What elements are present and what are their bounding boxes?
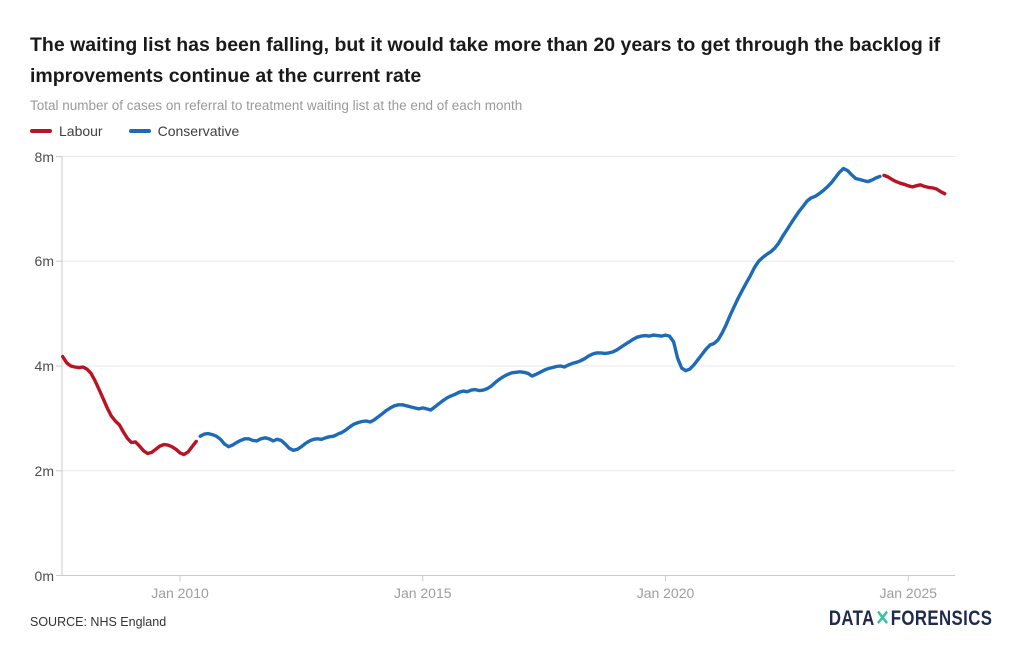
logo-x-icon: ✕: [875, 607, 890, 630]
labour-line-swatch: [30, 129, 52, 133]
logo-data-text: DATA: [828, 607, 875, 630]
x-tick-label: Jan 2025: [879, 585, 938, 601]
y-tick-label: 4m: [34, 358, 54, 374]
y-tick-label: 6m: [34, 253, 54, 270]
x-tick-label: Jan 2010: [151, 585, 209, 601]
legend-label-labour: Labour: [59, 123, 103, 139]
series-line-conservative: [198, 166, 882, 452]
y-tick-label: 8m: [34, 148, 54, 165]
legend: Labour Conservative: [30, 123, 265, 139]
legend-item-labour: Labour: [30, 123, 103, 139]
title-line-2: improvements continue at the current rat…: [30, 65, 422, 87]
series-line-labour: [61, 354, 198, 457]
title-line-1: The waiting list has been falling, but i…: [30, 34, 941, 56]
page-title: The waiting list has been falling, but i…: [30, 30, 960, 92]
legend-item-conservative: Conservative: [128, 123, 240, 139]
chart-subtitle: Total number of cases on referral to tre…: [30, 98, 523, 113]
x-tick-label: Jan 2020: [636, 585, 695, 601]
series-line-labour: [882, 173, 947, 196]
x-tick-label: Jan 2015: [393, 585, 452, 601]
y-tick-label: 0m: [34, 567, 54, 584]
legend-label-conservative: Conservative: [157, 123, 240, 139]
logo-forensics-text: FORENSICS: [890, 607, 992, 630]
source-caption: SOURCE: NHS England: [30, 615, 167, 629]
y-tick-label: 2m: [34, 462, 54, 479]
dataforensics-logo: DATA✕FORENSICS: [829, 606, 992, 631]
conservative-line-swatch: [128, 129, 151, 133]
